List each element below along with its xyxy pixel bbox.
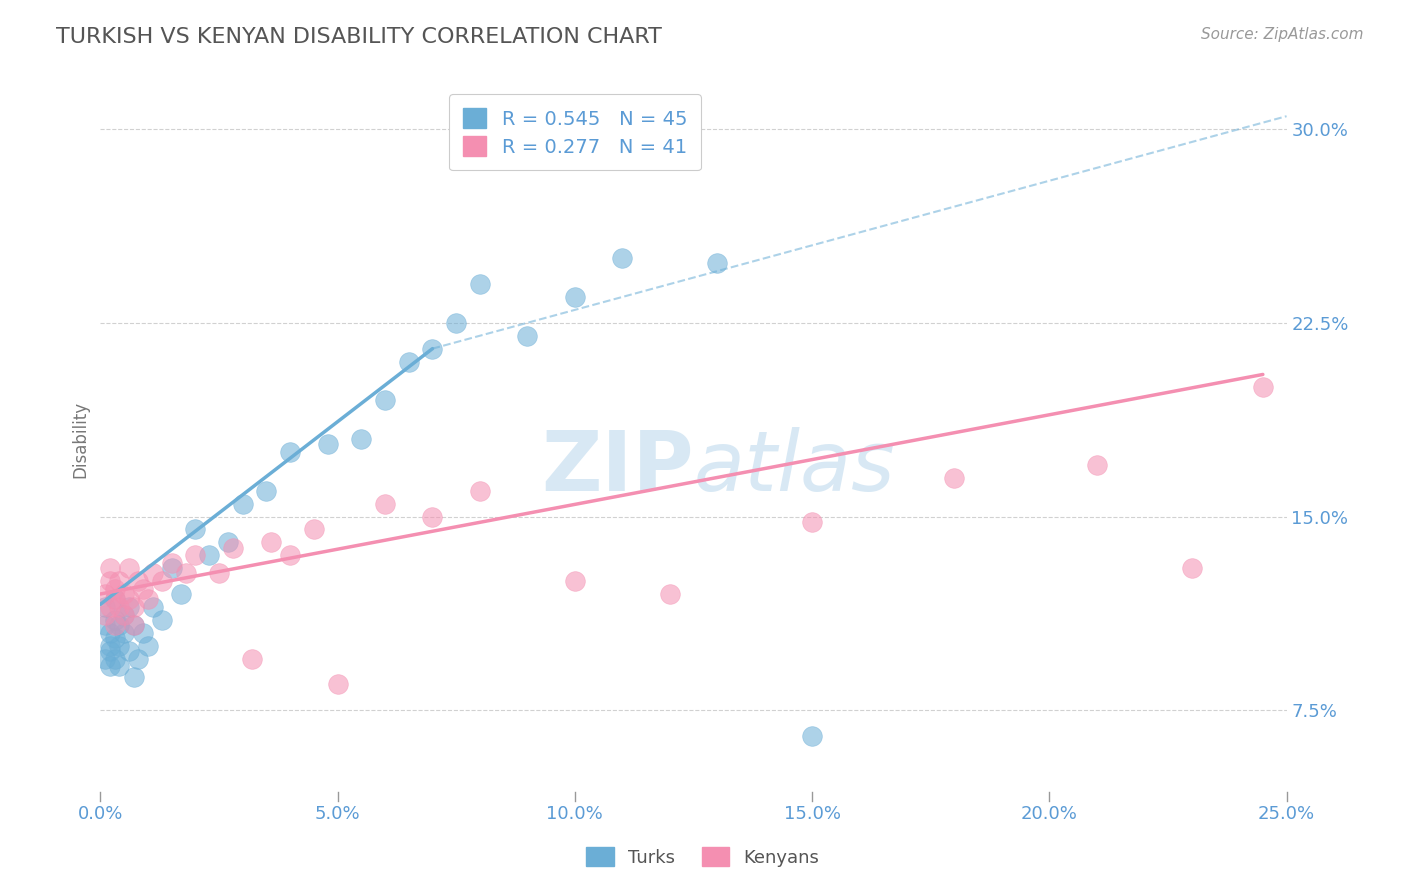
Point: [706, 256, 728, 270]
Point: [98, 644, 121, 658]
Point: [141, 599, 163, 614]
Point: [150, 613, 173, 627]
Point: [1251, 380, 1274, 394]
Point: [136, 639, 159, 653]
Point: [136, 592, 159, 607]
Point: [98, 659, 121, 673]
Point: [108, 574, 131, 588]
Point: [122, 599, 145, 614]
Point: [198, 548, 221, 562]
Point: [132, 582, 155, 596]
Point: [118, 561, 141, 575]
Point: [316, 437, 339, 451]
Point: [98, 599, 121, 614]
Point: [801, 515, 824, 529]
Point: [564, 290, 586, 304]
Point: [94, 618, 117, 632]
Point: [240, 651, 263, 665]
Point: [112, 607, 135, 622]
Text: Source: ZipAtlas.com: Source: ZipAtlas.com: [1201, 27, 1364, 42]
Point: [184, 548, 207, 562]
Point: [98, 639, 121, 653]
Point: [141, 566, 163, 581]
Point: [94, 607, 117, 622]
Legend: Turks, Kenyans: Turks, Kenyans: [579, 840, 827, 874]
Point: [127, 574, 149, 588]
Point: [103, 592, 125, 607]
Point: [94, 651, 117, 665]
Point: [122, 670, 145, 684]
Point: [516, 328, 538, 343]
Point: [278, 445, 301, 459]
Point: [103, 618, 125, 632]
Point: [326, 677, 349, 691]
Point: [112, 625, 135, 640]
Point: [260, 535, 283, 549]
Point: [222, 541, 245, 555]
Point: [658, 587, 681, 601]
Point: [150, 574, 173, 588]
Point: [118, 599, 141, 614]
Point: [208, 566, 231, 581]
Text: ZIP: ZIP: [541, 427, 693, 508]
Point: [422, 342, 444, 356]
Text: atlas: atlas: [693, 427, 896, 508]
Point: [112, 587, 135, 601]
Point: [422, 509, 444, 524]
Point: [108, 599, 131, 614]
Point: [444, 316, 467, 330]
Point: [564, 574, 586, 588]
Point: [118, 592, 141, 607]
Point: [112, 607, 135, 622]
Point: [612, 252, 634, 266]
Point: [98, 625, 121, 640]
Point: [132, 625, 155, 640]
Point: [1085, 458, 1108, 472]
Point: [350, 432, 373, 446]
Point: [103, 631, 125, 645]
Legend: R = 0.545   N = 45, R = 0.277   N = 41: R = 0.545 N = 45, R = 0.277 N = 41: [449, 95, 700, 170]
Point: [232, 497, 254, 511]
Point: [103, 651, 125, 665]
Point: [127, 651, 149, 665]
Point: [398, 354, 420, 368]
Point: [174, 566, 197, 581]
Point: [98, 561, 121, 575]
Point: [103, 592, 125, 607]
Point: [254, 483, 277, 498]
Point: [94, 599, 117, 614]
Point: [170, 587, 193, 601]
Point: [801, 729, 824, 743]
Point: [184, 523, 207, 537]
Point: [122, 618, 145, 632]
Point: [108, 618, 131, 632]
Point: [160, 561, 183, 575]
Point: [278, 548, 301, 562]
Point: [374, 497, 396, 511]
Point: [374, 393, 396, 408]
Point: [94, 587, 117, 601]
Point: [468, 483, 491, 498]
Point: [108, 639, 131, 653]
Y-axis label: Disability: Disability: [72, 401, 89, 477]
Text: TURKISH VS KENYAN DISABILITY CORRELATION CHART: TURKISH VS KENYAN DISABILITY CORRELATION…: [56, 27, 662, 46]
Point: [103, 582, 125, 596]
Point: [302, 523, 325, 537]
Point: [98, 574, 121, 588]
Point: [1181, 561, 1204, 575]
Point: [160, 556, 183, 570]
Point: [103, 613, 125, 627]
Point: [943, 471, 966, 485]
Point: [108, 659, 131, 673]
Point: [118, 644, 141, 658]
Point: [468, 277, 491, 291]
Point: [122, 618, 145, 632]
Point: [217, 535, 239, 549]
